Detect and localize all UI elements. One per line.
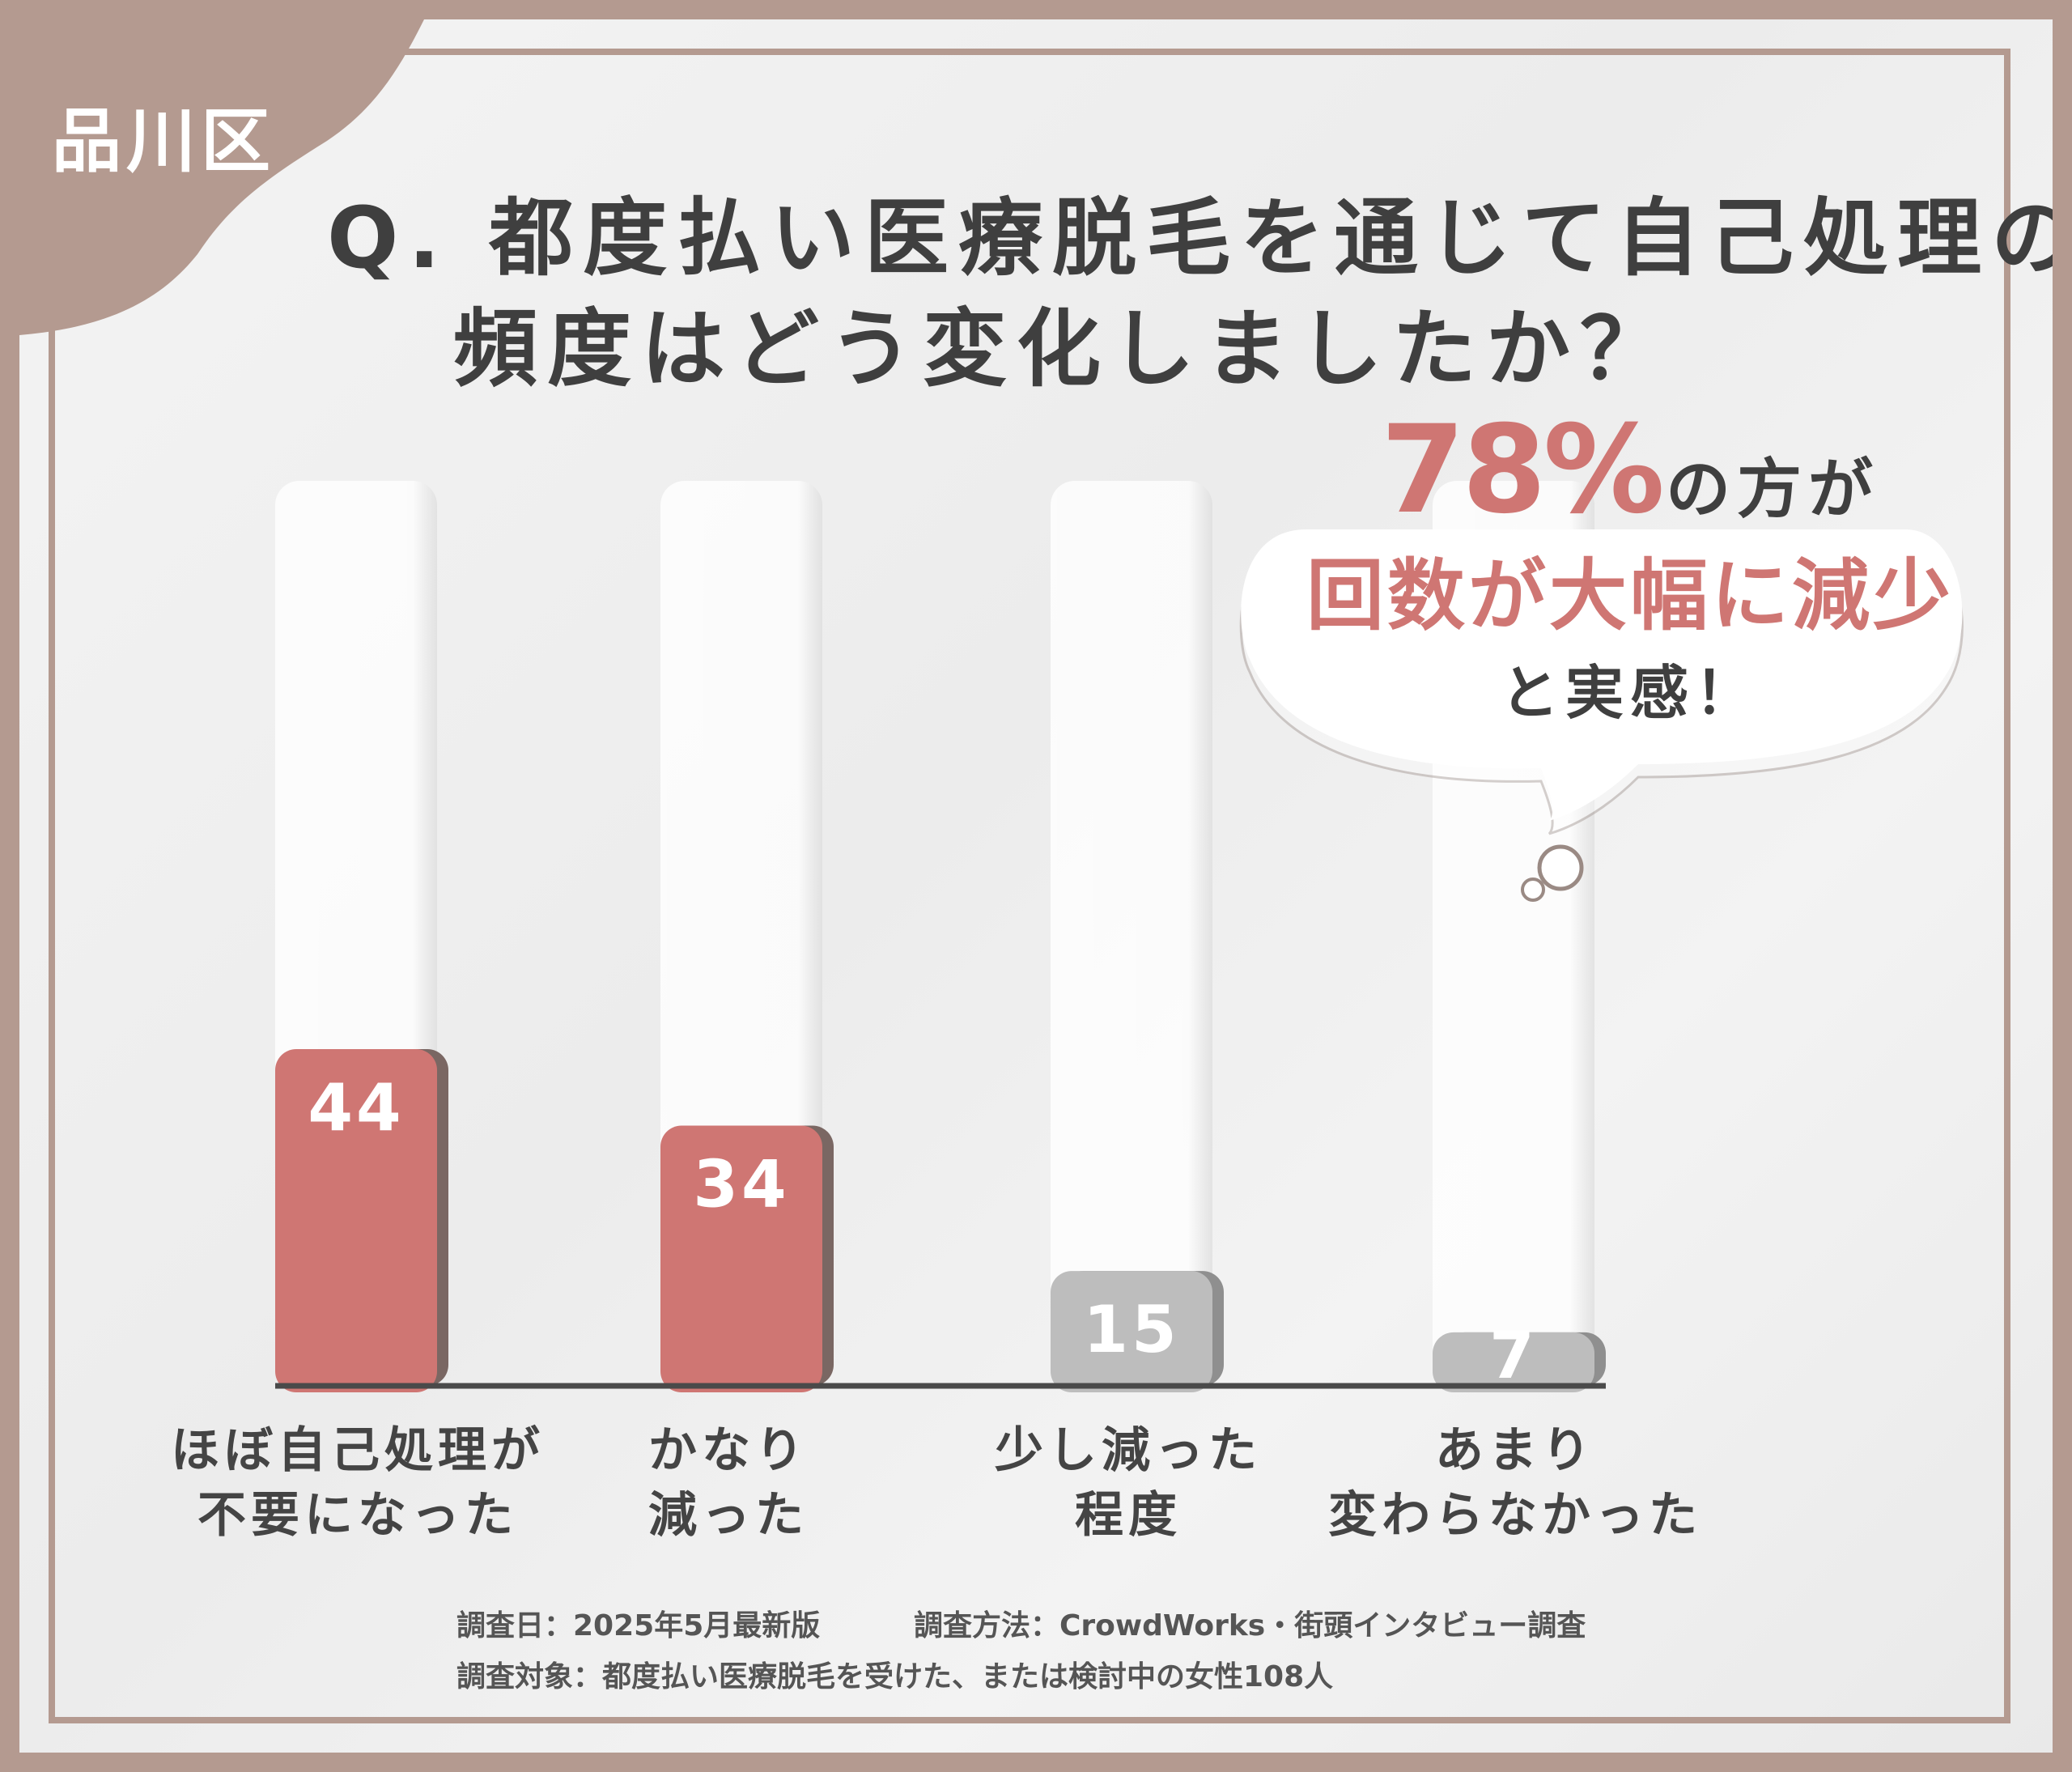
- bar-value-label: 44: [308, 1070, 404, 1145]
- corner-badge: [19, 19, 424, 335]
- category-label-line: あまり: [1435, 1422, 1595, 1479]
- bar-chart: 44 34 15 7: [275, 481, 1964, 1393]
- category-label-line: ほぼ自己処理が: [171, 1422, 545, 1479]
- bar: [1433, 1332, 1594, 1392]
- category-label-line: 減った: [648, 1487, 809, 1544]
- infographic-card: 品川区 Q. 都度払い医療脱毛を通じて自己処理の 頻度はどう変化しましたか？ 4…: [19, 19, 2053, 1753]
- speech-bubble: [1239, 529, 1964, 902]
- category-label: ほぼ自己処理が 不要になった: [115, 1418, 601, 1548]
- district-label: 品川区: [52, 101, 275, 182]
- bar: [1051, 1271, 1212, 1392]
- category-label-line: 少し減った: [995, 1422, 1262, 1479]
- footnote-date: 調査日：2025年5月最新版: [456, 1609, 821, 1642]
- category-label: 少し減った 程度: [885, 1418, 1371, 1548]
- bar-value-label: 34: [693, 1147, 789, 1222]
- callout-text: 78% の方が 回数が大幅に減少 と実感！: [1266, 400, 1994, 730]
- question-line-1: Q. 都度払い医療脱毛を通じて自己処理の: [327, 189, 2053, 287]
- bubble-dot-large: [1537, 844, 1584, 891]
- callout-percent: 78%: [1380, 400, 1665, 541]
- bar-track: [1051, 481, 1212, 1386]
- footnote-target: 調査対象：都度払い医療脱毛を受けた、または検討中の女性108人: [456, 1660, 1334, 1693]
- bar: [275, 1049, 437, 1392]
- callout-closing: と実感！: [1500, 659, 1760, 727]
- category-label-line: 変わらなかった: [1328, 1487, 1702, 1544]
- bubble-dot-small: [1521, 878, 1545, 902]
- inner-frame: [49, 49, 2010, 1723]
- category-label-line: かなり: [648, 1422, 809, 1479]
- category-label-line: 程度: [1075, 1487, 1182, 1544]
- category-label: かなり 減った: [486, 1418, 971, 1548]
- category-label-line: 不要になった: [197, 1487, 518, 1544]
- category-label: あまり変わらなかった: [1272, 1418, 1758, 1548]
- callout-suffix: の方が: [1666, 452, 1880, 527]
- bar-value-label: 15: [1083, 1292, 1179, 1367]
- question-line-2: 頻度はどう変化しましたか？: [453, 300, 1675, 398]
- bar-value-label: 7: [1489, 1318, 1538, 1393]
- callout-highlight: 回数が大幅に減少: [1306, 550, 1954, 641]
- footnote-method: 調査方法：CrowdWorks・街頭インタビュー調査: [914, 1609, 1586, 1642]
- bar: [660, 1125, 822, 1392]
